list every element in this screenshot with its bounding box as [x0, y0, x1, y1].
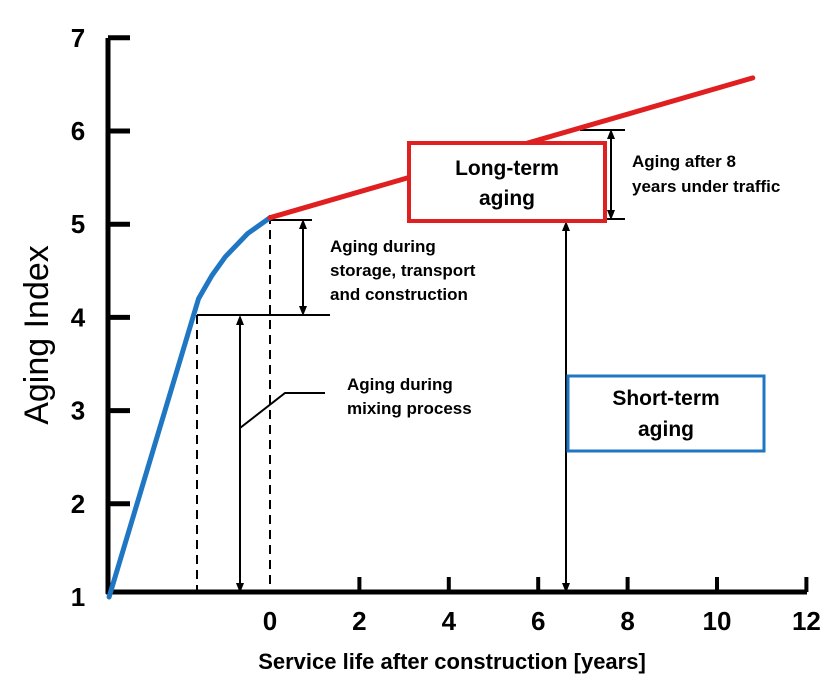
storage-annotation-line3: and construction: [330, 285, 468, 304]
x-tick-label: 2: [352, 606, 366, 636]
traffic-annotation-line1: Aging after 8: [632, 152, 736, 171]
y-tick-label: 4: [71, 302, 86, 332]
y-tick-label: 5: [71, 209, 85, 239]
storage-annotation-line1: Aging during: [330, 237, 436, 256]
x-axis-title: Service life after construction [years]: [258, 649, 646, 674]
long-term-box: [407, 141, 607, 223]
y-tick-label: 2: [71, 489, 85, 519]
x-tick-label: 12: [792, 606, 821, 636]
short-term-label-line2: aging: [638, 418, 694, 441]
series-underline-0: [108, 216, 271, 598]
y-tick-label: 3: [71, 396, 85, 426]
y-tick-label: 6: [71, 116, 85, 146]
y-tick-label: 7: [71, 23, 85, 53]
mixing-leader-line: [239, 392, 325, 429]
mixing-annotation-line1: Aging during: [347, 375, 453, 394]
storage-annotation-line2: storage, transport: [330, 261, 476, 280]
series-line-0: [106, 215, 273, 600]
x-tick-label: 4: [442, 606, 457, 636]
short-term-box: [566, 374, 766, 453]
y-tick-label: 1: [71, 582, 85, 612]
annotation-guides: [196, 129, 625, 593]
long-term-label-line1: Long-term: [455, 157, 559, 180]
x-tick-label: 0: [263, 606, 277, 636]
x-tick-label: 6: [531, 606, 545, 636]
short-term-label-line1: Short-term: [612, 387, 719, 410]
mixing-annotation-line2: mixing process: [347, 399, 472, 418]
x-tick-label: 10: [703, 606, 732, 636]
traffic-annotation-line2: years under traffic: [632, 177, 780, 196]
long-term-label-line2: aging: [479, 187, 535, 210]
x-tick-label: 8: [620, 606, 634, 636]
y-axis-title: Aging Index: [18, 245, 56, 425]
